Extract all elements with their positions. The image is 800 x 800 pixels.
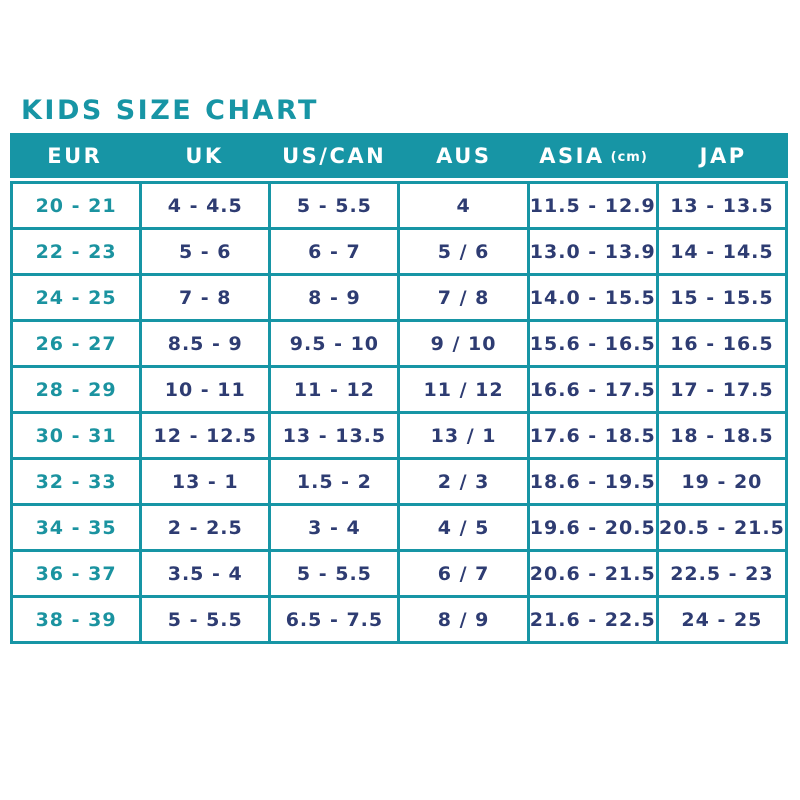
table-header-row: EUR UK US/CAN AUS ASIA (cm) JAP [10, 133, 788, 178]
size-cell: 4 [400, 184, 527, 227]
size-cell: 5 - 6 [142, 230, 269, 273]
size-cell: 2 / 3 [400, 460, 527, 503]
size-cell: 6 - 7 [271, 230, 398, 273]
size-cell: 20 - 21 [13, 184, 140, 227]
size-cell: 8 - 9 [271, 276, 398, 319]
size-cell: 18 - 18.5 [658, 414, 785, 457]
size-cell: 7 / 8 [400, 276, 527, 319]
size-cell: 11 - 12 [271, 368, 398, 411]
table-body: 20 - 21 4 - 4.5 5 - 5.5 4 11.5 - 12.9 13… [10, 181, 788, 644]
size-cell: 17.6 - 18.5 [529, 414, 656, 457]
size-cell: 5 - 5.5 [271, 552, 398, 595]
size-cell: 30 - 31 [13, 414, 140, 457]
size-cell: 9 / 10 [400, 322, 527, 365]
size-cell: 1.5 - 2 [271, 460, 398, 503]
size-cell: 36 - 37 [13, 552, 140, 595]
size-cell: 15.6 - 16.5 [529, 322, 656, 365]
size-cell: 10 - 11 [142, 368, 269, 411]
size-cell: 26 - 27 [13, 322, 140, 365]
size-cell: 19.6 - 20.5 [529, 506, 656, 549]
size-cell: 8.5 - 9 [142, 322, 269, 365]
size-cell: 22.5 - 23 [658, 552, 785, 595]
size-cell: 8 / 9 [400, 598, 527, 641]
size-cell: 11.5 - 12.9 [529, 184, 656, 227]
size-cell: 21.6 - 22.5 [529, 598, 656, 641]
column-header-us-can: US/CAN [282, 143, 387, 168]
column-header-jap: JAP [699, 143, 747, 168]
size-cell: 22 - 23 [13, 230, 140, 273]
column-header-asia-label: ASIA [539, 143, 605, 168]
size-cell: 18.6 - 19.5 [529, 460, 656, 503]
column-header-uk: UK [185, 143, 224, 168]
size-cell: 15 - 15.5 [658, 276, 785, 319]
page-title: KIDS SIZE CHART [21, 95, 319, 126]
size-cell: 16.6 - 17.5 [529, 368, 656, 411]
column-header-asia: ASIA (cm) [529, 133, 659, 178]
size-cell: 32 - 33 [13, 460, 140, 503]
size-cell: 17 - 17.5 [658, 368, 785, 411]
size-cell: 34 - 35 [13, 506, 140, 549]
size-cell: 7 - 8 [142, 276, 269, 319]
size-cell: 4 - 4.5 [142, 184, 269, 227]
size-cell: 20.5 - 21.5 [658, 506, 785, 549]
column-header-asia-unit: (cm) [610, 150, 648, 165]
size-cell: 13 - 1 [142, 460, 269, 503]
size-cell: 4 / 5 [400, 506, 527, 549]
size-cell: 19 - 20 [658, 460, 785, 503]
size-cell: 5 - 5.5 [142, 598, 269, 641]
size-cell: 3.5 - 4 [142, 552, 269, 595]
size-cell: 28 - 29 [13, 368, 140, 411]
size-chart-table: EUR UK US/CAN AUS ASIA (cm) JAP 20 - 21 … [10, 133, 788, 644]
size-cell: 12 - 12.5 [142, 414, 269, 457]
size-cell: 38 - 39 [13, 598, 140, 641]
size-cell: 14.0 - 15.5 [529, 276, 656, 319]
size-cell: 20.6 - 21.5 [529, 552, 656, 595]
size-cell: 24 - 25 [658, 598, 785, 641]
size-cell: 13 - 13.5 [271, 414, 398, 457]
size-cell: 5 / 6 [400, 230, 527, 273]
size-cell: 3 - 4 [271, 506, 398, 549]
size-cell: 6.5 - 7.5 [271, 598, 398, 641]
size-cell: 14 - 14.5 [658, 230, 785, 273]
size-cell: 13.0 - 13.9 [529, 230, 656, 273]
size-cell: 5 - 5.5 [271, 184, 398, 227]
size-cell: 13 / 1 [400, 414, 527, 457]
size-cell: 2 - 2.5 [142, 506, 269, 549]
size-cell: 24 - 25 [13, 276, 140, 319]
column-header-eur: EUR [47, 143, 103, 168]
size-cell: 9.5 - 10 [271, 322, 398, 365]
size-cell: 16 - 16.5 [658, 322, 785, 365]
size-cell: 13 - 13.5 [658, 184, 785, 227]
size-cell: 6 / 7 [400, 552, 527, 595]
size-cell: 11 / 12 [400, 368, 527, 411]
column-header-aus: AUS [436, 143, 492, 168]
